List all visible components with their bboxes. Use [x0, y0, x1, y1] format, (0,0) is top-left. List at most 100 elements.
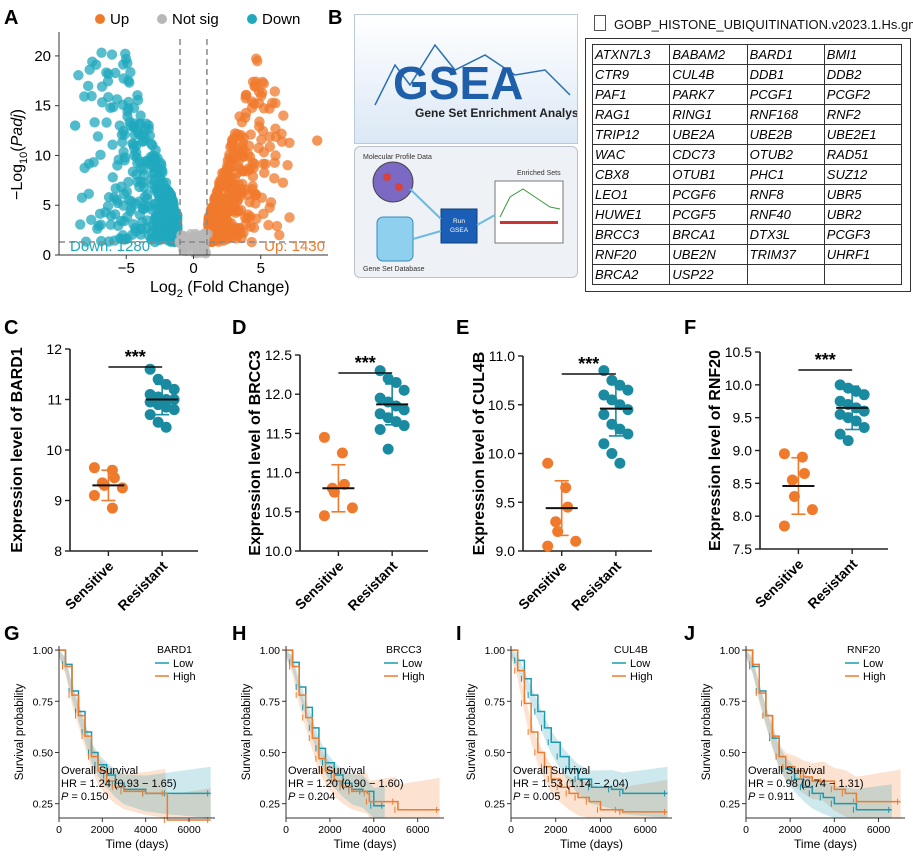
- volcano-point-up: [266, 97, 278, 109]
- resistant-point: [382, 443, 394, 455]
- panel-letter-g: G: [4, 623, 20, 645]
- gene-cell: PCGF2: [823, 84, 903, 105]
- volcano-point-down: [140, 156, 152, 167]
- category-label-sensitive: Sensitive: [515, 558, 570, 613]
- volcano-point-up: [254, 116, 265, 127]
- gene-cell: CTR9: [591, 64, 671, 85]
- volcano-point-down: [105, 219, 116, 230]
- y-tick-label: 5: [43, 197, 51, 214]
- volcano-point-up: [258, 147, 270, 158]
- volcano-point-up: [274, 229, 285, 241]
- resistant-point: [614, 399, 626, 411]
- resistant-point: [144, 409, 156, 421]
- km-pvalue: P = 0.150: [61, 791, 108, 803]
- gene-row: PAF1 PARK7 PCGF1 PCGF2: [591, 84, 903, 105]
- volcano-point-up: [235, 164, 247, 176]
- gene-cell: DDB2: [823, 64, 903, 85]
- resistant-point: [390, 376, 402, 388]
- heatmap-icon: [372, 161, 414, 203]
- volcano-point-up: [228, 147, 240, 158]
- volcano-point-down: [139, 191, 151, 202]
- volcano-point-up: [243, 163, 254, 174]
- gene-cell: [823, 264, 903, 285]
- volcano-point-down: [95, 149, 106, 161]
- km-hr: HR = 0.98 (0.74 − 1.31): [748, 778, 864, 790]
- gene-cell: OTUB2: [746, 144, 825, 165]
- ci-band: [511, 650, 668, 818]
- resistant-point: [606, 418, 618, 430]
- sensitive-point: [88, 489, 100, 501]
- gene-cell: RING1: [669, 104, 748, 125]
- volcano-point-down: [119, 152, 131, 163]
- run-label: Run: [453, 218, 465, 225]
- km-legend-low: Low: [173, 658, 193, 670]
- km-y-tick-label: 0.25: [720, 799, 741, 811]
- volcano-point-up: [226, 161, 237, 172]
- gene-cell: [746, 264, 825, 285]
- volcano-point-down: [82, 80, 94, 92]
- gene-cell: UBE2N: [669, 244, 748, 265]
- volcano-point-up: [312, 135, 323, 146]
- volcano-point-up: [226, 192, 237, 204]
- km-x-tick-label: 2000: [778, 824, 802, 836]
- gene-cell: CUL4B: [669, 64, 748, 85]
- volcano-point-up: [224, 232, 235, 243]
- km-legend-low: Low: [863, 658, 883, 670]
- volcano-point-down: [165, 189, 177, 200]
- km-y-tick-label: 0.25: [33, 799, 54, 811]
- gene-cell: UBE2A: [669, 124, 748, 145]
- arrow-icon: [412, 230, 442, 240]
- sensitive-point: [116, 482, 128, 494]
- resistant-point: [614, 379, 626, 391]
- dot-y-tick-label: 8.5: [733, 475, 753, 491]
- km-y-tick-label: 0.75: [485, 696, 506, 708]
- gene-set-database-label: Gene Set Database: [363, 266, 425, 273]
- dot-y-tick-label: 12.0: [265, 386, 292, 402]
- run-gsea-box: [440, 208, 478, 244]
- km-y-tick-label: 0.75: [720, 696, 741, 708]
- km-y-tick-label: 1.00: [720, 645, 741, 657]
- volcano-point-down: [160, 177, 172, 188]
- volcano-point-down: [143, 230, 154, 241]
- gene-cell: RNF168: [746, 104, 825, 125]
- km-hr: HR = 1.24 (0.93 − 1.65): [61, 778, 177, 790]
- volcano-point-down: [160, 214, 172, 225]
- volcano-point-down: [83, 158, 95, 170]
- volcano-point-down: [123, 176, 134, 188]
- gene-cell: HUWE1: [591, 204, 671, 225]
- km-subtitle: Overall Survival: [748, 765, 825, 777]
- panel-letter-c: C: [4, 317, 18, 339]
- volcano-point-down: [86, 90, 97, 102]
- resistant-point: [152, 416, 164, 428]
- volcano-point-up: [284, 212, 295, 223]
- category-label-resistant: Resistant: [568, 558, 624, 614]
- km-line-high: [59, 649, 211, 821]
- km-legend-high: High: [173, 671, 196, 683]
- km-xlabel: Time (days): [794, 837, 857, 851]
- volcano-point-down: [122, 106, 133, 117]
- gene-cell: UBR5: [823, 184, 903, 205]
- volcano-point-up: [235, 129, 247, 141]
- y-tick-label: 20: [34, 48, 51, 65]
- volcano-point-up: [216, 219, 227, 231]
- km-x-tick-label: 2000: [544, 824, 568, 836]
- gene-cell: CBX8: [591, 164, 671, 185]
- volcano-point-up: [278, 110, 289, 121]
- gene-cell: BMI1: [823, 44, 903, 65]
- heatmap-dot-icon: [383, 173, 391, 181]
- km-y-tick-label: 0.50: [33, 747, 54, 759]
- km-subtitle: Overall Survival: [61, 765, 138, 777]
- dot-y-tick-label: 10.0: [725, 377, 752, 393]
- dot-y-tick-label: 8: [54, 543, 62, 559]
- volcano-point-up: [241, 89, 252, 101]
- gene-cell: BRCA2: [591, 264, 671, 285]
- resistant-point: [842, 435, 854, 447]
- volcano-point-up: [245, 221, 256, 232]
- panel-letter-h: H: [232, 623, 246, 645]
- resistant-point: [598, 409, 610, 420]
- volcano-point-up: [259, 167, 270, 179]
- legend-dot-1: [157, 14, 167, 24]
- volcano-point-down: [132, 94, 144, 106]
- gsea-logo-curve: [374, 43, 571, 106]
- volcano-point-down: [117, 136, 128, 148]
